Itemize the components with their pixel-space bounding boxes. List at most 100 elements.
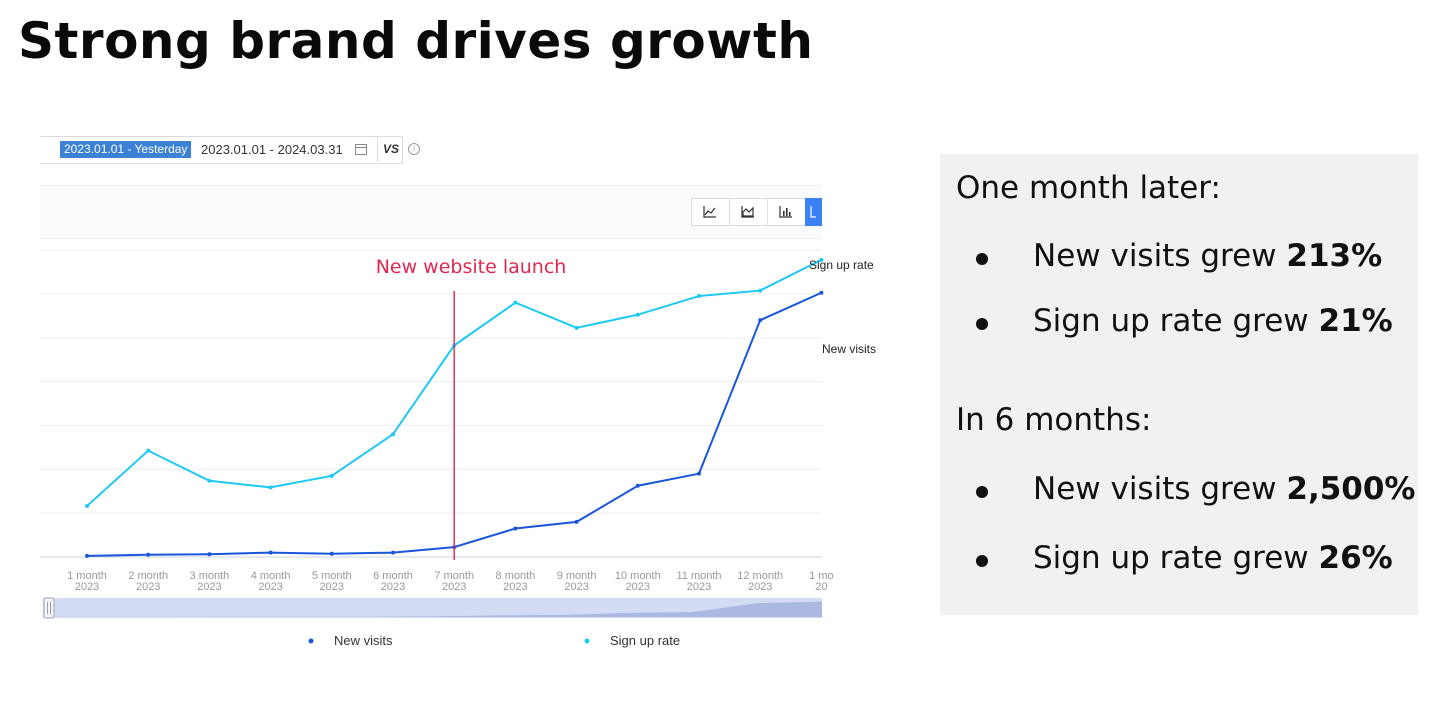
bullet-dot (976, 253, 988, 265)
stat-label: New visits grew (1033, 238, 1287, 274)
data-point (146, 552, 151, 557)
date-preset-button[interactable]: 2023.01.01 - Yesterday (60, 141, 192, 158)
x-tick-year: 2023 (381, 581, 405, 593)
one-month-heading: One month later: (956, 170, 1221, 206)
x-tick-year: 2023 (75, 581, 99, 593)
bullet-dot (976, 318, 988, 330)
bullet-dot (976, 486, 988, 498)
stat-value: 21% (1318, 303, 1393, 339)
x-tick-year: 20 (815, 581, 827, 593)
info-icon[interactable]: i (408, 143, 420, 155)
data-point (207, 552, 212, 557)
x-tick-label: 1 month (67, 570, 107, 582)
chart-grid (40, 249, 822, 558)
legend-label: Sign up rate (610, 633, 680, 648)
stat-label: Sign up rate grew (1033, 303, 1319, 339)
x-tick-label: 9 month (557, 570, 597, 582)
x-tick-label: 6 month (373, 570, 413, 582)
data-point (391, 550, 395, 555)
data-point (513, 300, 518, 305)
range-navigator (43, 597, 822, 619)
data-point (758, 318, 763, 323)
six-months-heading: In 6 months: (956, 402, 1152, 438)
x-tick-label: 12 month (737, 570, 783, 582)
x-tick-year: 2023 (564, 581, 588, 593)
data-point (329, 551, 334, 556)
data-point (819, 257, 824, 262)
data-point (207, 478, 212, 483)
series-end-labels: Sign up rate New visits (809, 258, 876, 356)
stat-label: New visits grew (1033, 471, 1287, 507)
x-tick-year: 2023 (320, 581, 344, 593)
x-tick-label: 11 month (676, 570, 721, 582)
legend-marker (584, 638, 590, 644)
x-tick-label: 10 month (615, 570, 661, 582)
x-tick-label: 4 month (251, 570, 291, 582)
stat-signup-rate-6mo: Sign up rate grew 26% (1033, 540, 1393, 576)
data-point (574, 325, 579, 330)
data-point (758, 288, 763, 293)
area-chart-view-button[interactable] (729, 198, 767, 226)
data-point (635, 312, 640, 317)
x-tick-label: 5 month (312, 570, 352, 582)
data-point (697, 471, 701, 476)
data-point (329, 473, 334, 478)
bar-chart-view-button[interactable] (767, 198, 805, 226)
stat-signup-rate-month: Sign up rate grew 21% (1033, 303, 1393, 339)
stat-value: 2,500% (1286, 471, 1416, 507)
table-icon (810, 206, 816, 218)
slide-title: Strong brand drives growth (18, 12, 814, 70)
chart-view-switcher (691, 198, 822, 226)
data-point (697, 294, 701, 299)
data-point (146, 448, 151, 453)
line-chart-icon (703, 206, 716, 218)
bullet-dot (976, 555, 988, 567)
stats-panel: One month later: New visits grew 213% Si… (940, 154, 1418, 615)
launch-annotation: New website launch (376, 256, 567, 560)
data-point (391, 432, 395, 437)
stat-new-visits-6mo: New visits grew 2,500% (1033, 471, 1416, 507)
launch-annotation-label: New website launch (376, 256, 567, 278)
navigator-series-area (43, 601, 822, 617)
x-tick-year: 2023 (258, 581, 282, 593)
series-end-label: New visits (822, 342, 876, 356)
data-point (513, 526, 518, 531)
x-tick-label: 2 month (128, 570, 168, 582)
x-tick-year: 2023 (503, 581, 527, 593)
x-tick-label: 3 month (190, 570, 230, 582)
x-tick-label: 1 mo (809, 570, 833, 582)
legend-label: New visits (334, 633, 393, 648)
x-tick-label: 8 month (496, 570, 536, 582)
stat-value: 213% (1286, 238, 1383, 274)
date-range-field[interactable]: 2023.01.01 - 2024.03.31 (201, 142, 343, 157)
stat-new-visits-month: New visits grew 213% (1033, 238, 1382, 274)
stat-value: 26% (1318, 540, 1393, 576)
table-view-button[interactable] (805, 198, 822, 226)
area-chart-icon (741, 206, 754, 218)
x-tick-label: 7 month (434, 570, 474, 582)
data-point (574, 519, 579, 524)
data-point (85, 504, 89, 509)
chart-header (40, 185, 822, 239)
x-tick-year: 2023 (687, 581, 711, 593)
compare-vs-button[interactable]: VS (377, 136, 404, 162)
legend-marker (308, 638, 314, 644)
x-tick-year: 2023 (442, 581, 466, 593)
stat-label: Sign up rate grew (1033, 540, 1319, 576)
data-point (635, 483, 640, 488)
series-end-label: Sign up rate (809, 258, 874, 272)
navigator-left-handle[interactable] (43, 597, 55, 619)
calendar-icon[interactable] (355, 144, 367, 155)
x-tick-year: 2023 (197, 581, 221, 593)
data-point (85, 553, 89, 558)
bar-chart-icon (779, 206, 792, 218)
line-chart-view-button[interactable] (691, 198, 729, 226)
data-point (268, 485, 273, 490)
chart-legend: New visits Sign up rate (308, 633, 680, 648)
x-tick-year: 2023 (136, 581, 160, 593)
date-toolbar-frame (40, 136, 403, 164)
data-point (268, 550, 273, 555)
x-tick-year: 2023 (748, 581, 772, 593)
